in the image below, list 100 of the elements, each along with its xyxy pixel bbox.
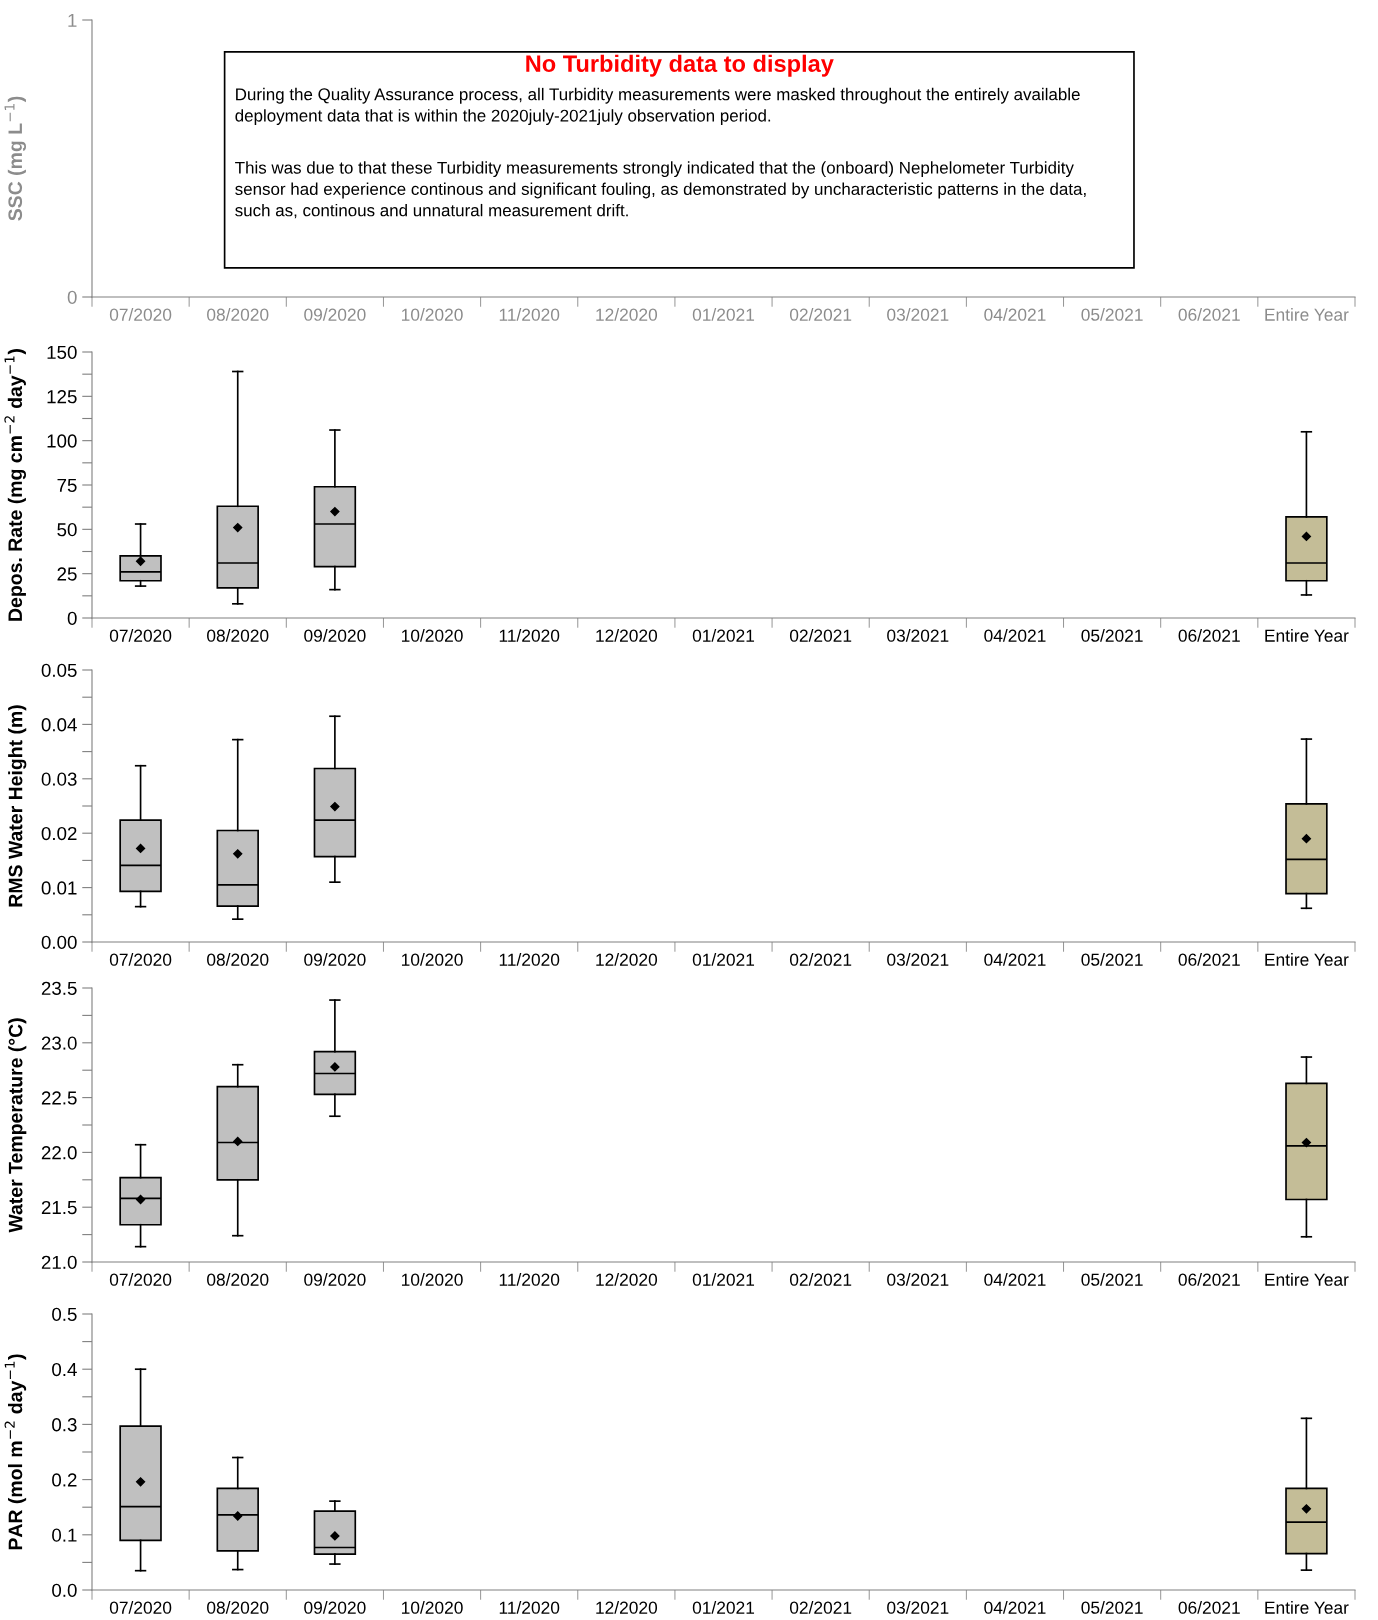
y-tick-label: 100: [47, 434, 77, 448]
y-tick-label: 0.1: [52, 1528, 77, 1542]
y-tick-label: 50: [57, 523, 77, 537]
x-tick-label: 10/2020: [401, 1273, 463, 1286]
y-tick-label: 0.00: [41, 935, 77, 949]
x-tick-label: 02/2021: [789, 308, 852, 321]
x-tick-label: 06/2021: [1178, 308, 1240, 321]
x-tick-label: Entire Year: [1265, 308, 1349, 321]
x-tick-label: 10/2020: [401, 1601, 463, 1614]
x-tick-label: Entire Year: [1265, 953, 1349, 966]
x-tick-label: 06/2021: [1178, 1601, 1240, 1614]
y-tick-label: 23.5: [41, 981, 77, 995]
x-tick-label: 01/2021: [692, 1273, 755, 1286]
y-tick-label: 0.01: [41, 881, 77, 895]
x-tick-label: 07/2020: [109, 629, 172, 642]
x-tick-label: 08/2020: [207, 629, 269, 642]
x-tick-label: 07/2020: [109, 308, 172, 321]
y-axis-title: Depos. Rate (mg cm$^{−2}$ day$^{−1}$): [4, 349, 27, 621]
y-tick-label: 75: [57, 478, 77, 492]
x-tick-label: 08/2020: [207, 1601, 269, 1614]
x-tick-label: 03/2021: [887, 1273, 949, 1286]
x-tick-label: 05/2021: [1081, 1273, 1143, 1286]
x-tick-label: 09/2020: [304, 629, 366, 642]
x-tick-label: 03/2021: [887, 1601, 949, 1614]
x-tick-label: 11/2020: [499, 953, 560, 966]
x-tick-label: 12/2020: [596, 953, 658, 966]
x-tick-label: 08/2020: [207, 953, 269, 966]
y-tick-label: 0.02: [41, 826, 77, 841]
x-tick-label: 10/2020: [401, 953, 463, 966]
x-tick-label: 03/2021: [887, 629, 949, 642]
x-tick-label: 04/2021: [984, 1273, 1046, 1286]
y-axis-title: Water Temperature (°C): [8, 1018, 27, 1233]
y-tick-label: 125: [47, 390, 77, 404]
x-tick-label: 07/2020: [109, 1601, 172, 1614]
y-axis-title: PAR (mol m$^{−2}$ day$^{−1}$): [4, 1354, 27, 1550]
y-tick-label: 0.05: [41, 663, 77, 677]
y-tick-label: 0.3: [52, 1418, 77, 1432]
x-tick-label: 05/2021: [1081, 953, 1143, 966]
annotation: No Turbidity data to display: [526, 54, 834, 77]
y-axis-title: SSC (mg L$^{−1}$): [4, 96, 27, 221]
x-tick-label: 04/2021: [984, 953, 1046, 966]
x-tick-label: 11/2020: [499, 308, 560, 321]
x-tick-label: Entire Year: [1265, 1273, 1349, 1286]
x-tick-label: 03/2021: [887, 953, 949, 966]
x-tick-label: 11/2020: [499, 1601, 560, 1614]
x-tick-label: 12/2020: [596, 1601, 658, 1614]
y-tick-label: 0: [67, 290, 77, 304]
x-tick-label: 02/2021: [789, 1273, 852, 1286]
y-tick-label: 0.2: [52, 1473, 77, 1487]
x-tick-label: 09/2020: [304, 1601, 366, 1614]
x-tick-label: 09/2020: [304, 308, 366, 321]
x-tick-label: 01/2021: [692, 308, 755, 321]
x-tick-label: 05/2021: [1081, 1601, 1143, 1614]
y-tick-label: 22.0: [41, 1146, 77, 1160]
y-tick-label: 0.5: [52, 1307, 77, 1321]
x-tick-label: 07/2020: [109, 953, 172, 966]
y-tick-label: 21.0: [41, 1255, 77, 1269]
x-tick-label: 04/2021: [984, 629, 1046, 642]
x-tick-label: 03/2021: [887, 308, 949, 321]
y-tick-label: 25: [57, 567, 77, 581]
y-tick-label: 0.4: [52, 1362, 77, 1377]
x-tick-label: Entire Year: [1265, 1601, 1349, 1614]
x-tick-label: 12/2020: [596, 308, 658, 321]
y-tick-label: 150: [47, 345, 77, 359]
x-tick-label: 09/2020: [304, 953, 366, 966]
y-tick-label: 23.0: [41, 1036, 77, 1050]
x-tick-label: Entire Year: [1265, 629, 1349, 642]
x-tick-label: 04/2021: [984, 1601, 1046, 1614]
annotation: This was due to that these Turbidity measurements strongly indicated that the (onboard) Nephelometer Turbidity sensor had experience continous and significant fouling, as demonstrated by uncharacteristic patterns in the data, such as, continous and unnatural measurement drift.: [235, 161, 1086, 219]
x-tick-label: 11/2020: [499, 629, 560, 642]
x-tick-label: 01/2021: [692, 953, 755, 966]
x-tick-label: 12/2020: [596, 1273, 658, 1286]
x-tick-label: 06/2021: [1178, 1273, 1240, 1286]
x-tick-label: 05/2021: [1081, 629, 1143, 642]
x-tick-label: 08/2020: [207, 308, 269, 321]
x-tick-label: 01/2021: [692, 1601, 755, 1614]
y-tick-label: 0.03: [41, 772, 77, 786]
x-tick-label: 10/2020: [401, 308, 463, 321]
x-tick-label: 10/2020: [401, 629, 463, 642]
x-tick-label: 11/2020: [499, 1273, 560, 1286]
y-axis-title: RMS Water Height (m): [8, 705, 27, 907]
y-tick-label: 0.04: [41, 718, 77, 732]
x-tick-label: 09/2020: [304, 1273, 366, 1286]
x-tick-label: 06/2021: [1178, 953, 1240, 966]
x-tick-label: 02/2021: [789, 629, 852, 642]
y-tick-label: 0: [67, 611, 77, 625]
x-tick-label: 12/2020: [596, 629, 658, 642]
y-tick-label: 21.5: [41, 1200, 77, 1215]
y-tick-label: 1: [68, 13, 77, 27]
x-tick-label: 02/2021: [789, 1601, 852, 1614]
annotation: During the Quality Assurance process, all Turbidity measurements were masked throughout the entirely available deployment data that is within the 2020july-2021july observation period.: [235, 87, 1080, 125]
x-tick-label: 08/2020: [207, 1273, 269, 1286]
x-tick-label: 06/2021: [1178, 629, 1240, 642]
x-tick-label: 04/2021: [984, 308, 1046, 321]
x-tick-label: 01/2021: [692, 629, 755, 642]
x-tick-label: 07/2020: [109, 1273, 172, 1286]
x-tick-label: 05/2021: [1081, 308, 1143, 321]
y-tick-label: 0.0: [52, 1583, 77, 1597]
x-tick-label: 02/2021: [789, 953, 852, 966]
y-tick-label: 22.5: [41, 1091, 77, 1105]
